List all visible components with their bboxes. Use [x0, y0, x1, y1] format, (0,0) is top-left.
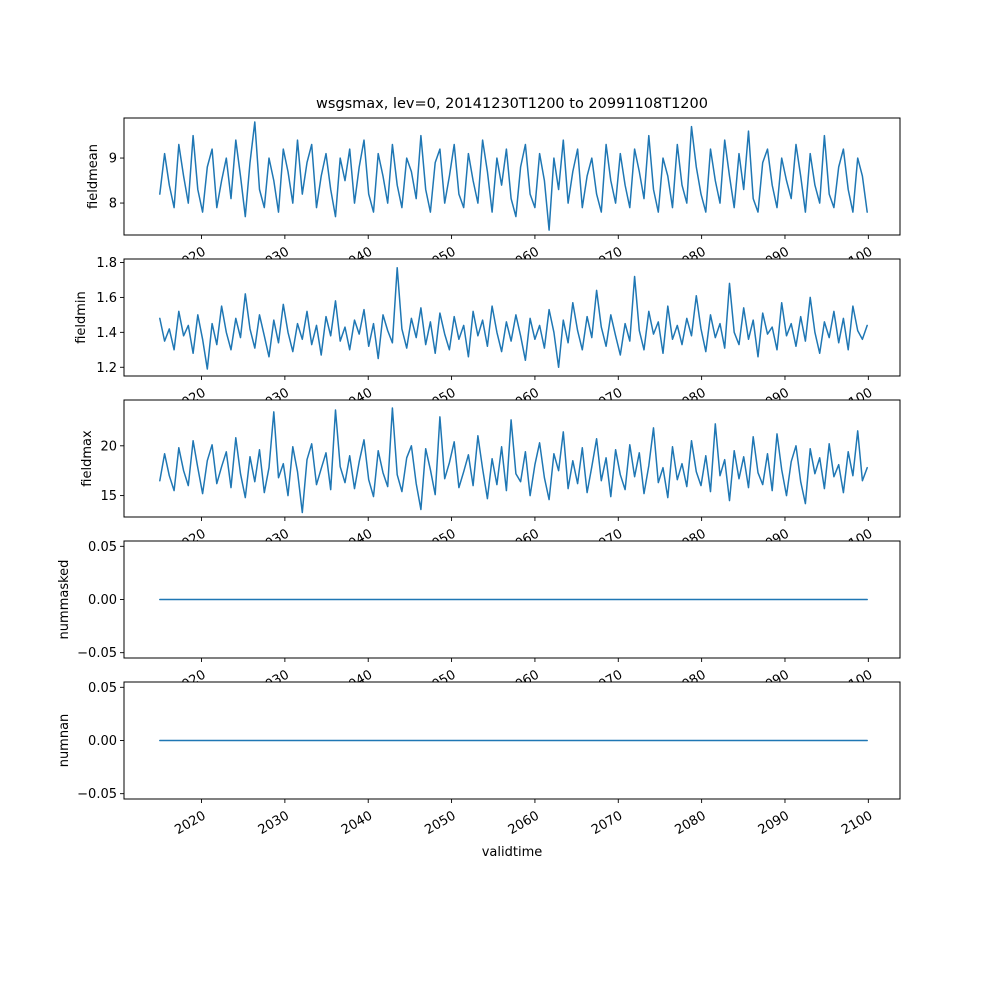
- y-axis-label-nummasked: nummasked: [57, 560, 72, 640]
- subplot-fieldmax: 2020203020402050206020702080209021001520: [100, 399, 901, 556]
- y-tick-label: −0.05: [77, 787, 117, 802]
- x-tick-label: 2020: [172, 808, 208, 838]
- y-tick-label: 1.4: [96, 326, 117, 341]
- x-tick-label: 2050: [422, 808, 458, 838]
- y-tick-label: 0.05: [88, 540, 117, 555]
- y-tick-label: 0.00: [88, 734, 117, 749]
- x-tick-label: 2060: [506, 808, 542, 838]
- y-axis-label-fieldmean: fieldmean: [86, 144, 101, 209]
- y-tick-label: 1.2: [96, 361, 117, 376]
- y-tick-label: −0.05: [77, 646, 117, 661]
- y-tick-label: 1.6: [96, 291, 117, 306]
- y-tick-label: 8: [109, 197, 117, 212]
- x-axis-label: validtime: [482, 845, 543, 860]
- x-tick-label: 2030: [256, 808, 292, 838]
- y-axis-label-fieldmin: fieldmin: [74, 291, 89, 344]
- subplots-container: 2020 2030 2040 2050 2060 2070 2080 2090 2100 8 9 20…: [77, 117, 901, 838]
- axes-border: [123, 258, 901, 377]
- y-tick-label: 15: [100, 489, 117, 504]
- y-tick-label: 1.8: [96, 256, 117, 271]
- x-tick-label: 2100: [839, 808, 875, 838]
- y-tick-label: 9: [109, 152, 117, 167]
- x-tick-label: 2090: [756, 808, 792, 838]
- axes-border: [123, 681, 901, 800]
- y-tick-label: 20: [100, 439, 117, 454]
- series-line-fieldmean: [159, 121, 868, 231]
- axes-border: [123, 540, 901, 659]
- x-tick-label: 2080: [672, 808, 708, 838]
- series-line-fieldmax: [159, 407, 868, 514]
- x-tick-label: 2040: [339, 808, 375, 838]
- subplot-fieldmean: 20202030204020502060207020802090210089: [109, 117, 901, 274]
- axes-border: [123, 399, 901, 518]
- y-axis-label-fieldmax: fieldmax: [80, 430, 95, 487]
- plot-area: [124, 259, 900, 376]
- plot-area: [124, 400, 900, 517]
- subplot-fieldmin: 2020203020402050206020702080209021001.21…: [96, 256, 901, 415]
- y-tick-label: 0.00: [88, 593, 117, 608]
- axes-border: [123, 117, 901, 236]
- y-axis-label-numnan: numnan: [57, 714, 72, 768]
- x-tick-label: 2070: [589, 808, 625, 838]
- chart-title: wsgsmax, lev=0, 20141230T1200 to 2099110…: [316, 96, 708, 112]
- y-tick-label: 0.05: [88, 681, 117, 696]
- subplot-nummasked: 2020203020402050206020702080209021000.05…: [77, 540, 901, 697]
- series-line-fieldmin: [159, 266, 868, 370]
- subplot-numnan: 2020 2030 2040 2050 2060 2070 2080 2090 2100 0.05…: [77, 681, 901, 838]
